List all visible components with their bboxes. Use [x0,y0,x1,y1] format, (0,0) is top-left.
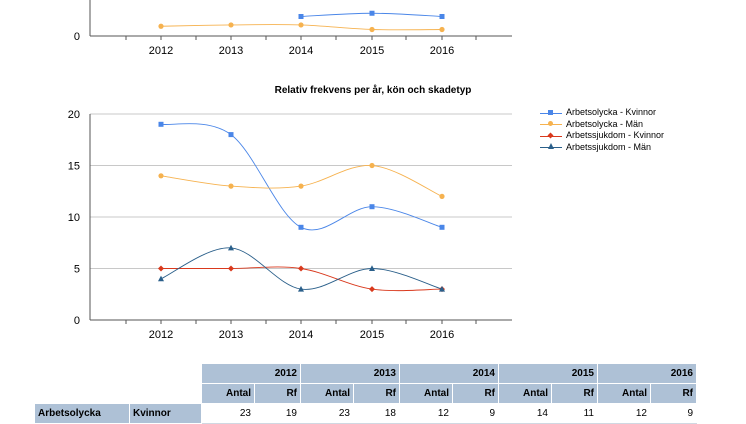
data-point [369,265,375,271]
y-tick-label: 10 [68,212,80,224]
series-line [160,165,443,197]
table-cell: 12 [399,403,453,424]
table-cell: 23 [201,403,255,424]
top-x-tick-label: 2012 [149,45,173,57]
top-data-point [369,26,375,33]
legend-swatch [540,120,562,128]
x-tick-label: 2014 [289,329,313,341]
legend-item: Arbetsolycka - Män [540,119,664,131]
top-x-tick-label: 2015 [360,45,384,57]
data-point [228,265,234,272]
legend-item: Arbetssjukdom - Kvinnor [540,130,664,142]
top-x-tick-label: 2016 [430,45,454,57]
series-line [160,123,443,231]
top-data-point [298,22,304,28]
legend-label: Arbetssjukdom - Kvinnor [566,130,665,140]
x-tick-label: 2012 [149,329,173,341]
data-point [369,204,375,210]
year-header: 2016 [597,363,697,384]
column-subheader: Antal [399,383,453,404]
data-point [158,173,164,179]
table-cell: 11 [551,403,598,424]
top-y-tick-label: 0 [74,31,80,43]
legend-label: Arbetssjukdom - Män [566,141,652,152]
top-data-point [158,23,164,29]
main-chart: Relativ frekvens per år, kön och skadety… [68,84,512,341]
data-point [439,224,445,230]
column-subheader: Rf [254,383,301,404]
table-cell: 14 [498,403,552,424]
data-point [228,132,234,138]
subheader-row: Antal Rf Antal Rf Antal Rf Antal Rf Antal Rf [35,383,697,404]
table-cell: 9 [650,403,697,424]
table-cell: 12 [597,403,651,424]
x-tick-label: 2015 [360,329,384,341]
data-point [228,244,234,251]
y-tick-label: 20 [68,109,80,121]
data-point [298,224,304,230]
column-subheader: Antal [201,383,255,404]
data-point [369,286,375,293]
y-tick-label: 0 [74,315,80,327]
legend-label: Arbetsolycka - Män [566,118,644,129]
top-data-point [298,14,304,19]
table-cell: 19 [254,403,301,424]
legend-swatch [540,109,562,117]
data-point [228,183,234,189]
table-cell: 18 [353,403,400,424]
y-tick-label: 15 [68,161,80,173]
data-table: 2012 2013 2014 2015 2016 Antal Rf Antal Rf Antal… [34,363,697,424]
year-header: 2013 [300,363,400,384]
table-row: Arbetsolycka Kvinnor 23 19 23 18 12 9 14 11 12 9 [34,403,697,424]
legend-item: Arbetsolycka - Kvinnor [540,107,664,119]
data-point [439,193,445,199]
column-subheader: Antal [300,383,354,404]
data-point [369,162,375,169]
x-tick-label: 2016 [430,329,454,341]
year-header: 2012 [201,363,301,384]
legend-swatch [540,132,562,140]
table-cell: 9 [452,403,499,424]
top-data-point [439,26,445,33]
legend-item: Arbetssjukdom - Män [540,142,664,154]
top-data-point [439,14,445,19]
top-x-tick-label: 2014 [289,45,313,57]
legend-swatch [540,143,562,151]
column-subheader: Rf [650,383,697,404]
top-data-point [369,10,375,16]
data-point [158,275,164,282]
y-tick-label: 5 [74,264,80,276]
year-header: 2015 [498,363,598,384]
chart-legend: Arbetsolycka - Kvinnor Arbetsolycka - Män… [540,107,664,153]
row-header: Arbetsolycka [34,403,130,424]
column-subheader: Antal [597,383,651,404]
legend-label: Arbetsolycka - Kvinnor [566,107,657,117]
column-subheader: Antal [498,383,552,404]
top-data-point [228,22,234,28]
data-point [298,285,304,292]
data-point [158,121,164,127]
column-subheader: Rf [353,383,400,404]
year-header: 2014 [399,363,499,384]
x-tick-label: 2013 [219,329,243,341]
chart-title: Relativ frekvens per år, kön och skadety… [275,84,472,96]
top-chart: 0 2012 2013 2014 2015 2016 [74,0,512,57]
top-x-tick-label: 2013 [219,45,243,57]
data-point [298,265,304,272]
table-cell: 23 [300,403,354,424]
column-subheader: Rf [452,383,499,404]
data-point [298,183,304,189]
column-subheader: Rf [551,383,598,404]
row-header: Kvinnor [129,403,202,424]
data-point [158,265,164,272]
data-point [439,285,445,292]
year-header-row: 2012 2013 2014 2015 2016 [35,363,697,384]
